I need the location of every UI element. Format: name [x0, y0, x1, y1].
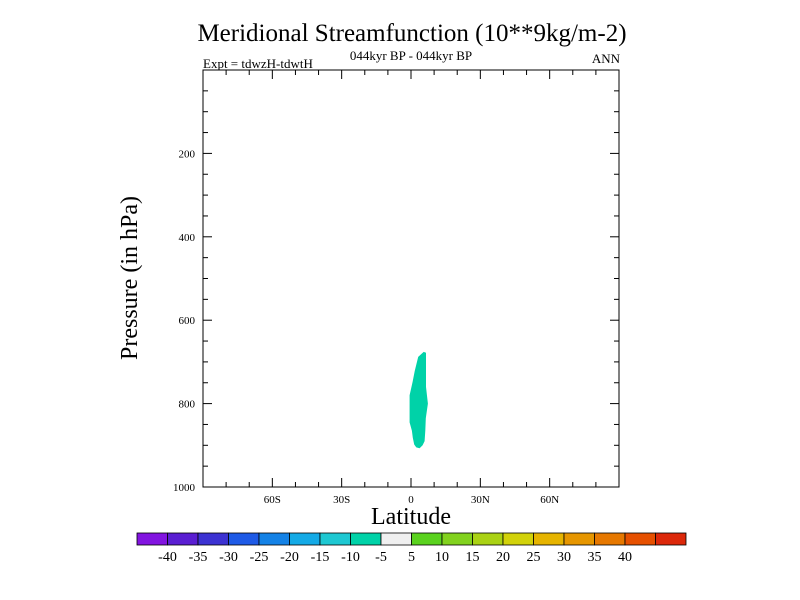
x-tick-label: 60S: [264, 494, 281, 506]
colorbar-label: 40: [618, 550, 632, 565]
experiment-label: Expt = tdwzH-tdwtH: [203, 56, 313, 71]
colorbar-swatch: [655, 532, 687, 546]
colorbar-swatch: [441, 532, 473, 546]
x-tick-label: 30N: [471, 494, 490, 506]
colorbar-label: 10: [435, 550, 449, 565]
y-axis-label: Pressure (in hPa): [117, 196, 143, 360]
colorbar-label: -15: [311, 550, 330, 565]
colorbar-swatch: [319, 532, 351, 546]
colorbar-label: 30: [557, 550, 571, 565]
colorbar-label: -20: [280, 550, 299, 565]
colorbar-swatch: [350, 532, 382, 546]
colorbar-swatch: [563, 532, 595, 546]
colorbar-label: 35: [588, 550, 602, 565]
y-tick-label: 800: [179, 399, 196, 411]
x-axis-label: Latitude: [371, 504, 451, 530]
colorbar-label: 15: [466, 550, 480, 565]
x-tick-label: 60N: [540, 494, 559, 506]
y-tick-label: 600: [179, 315, 196, 327]
y-tick-label: 400: [179, 232, 196, 244]
colorbar-swatch: [289, 532, 321, 546]
y-tick-label: 200: [179, 148, 196, 160]
colorbar-swatch: [502, 532, 534, 546]
colorbar-label: -5: [375, 550, 387, 565]
colorbar-label: 25: [527, 550, 541, 565]
colorbar-label: -25: [250, 550, 269, 565]
colorbar-label: -35: [189, 550, 208, 565]
colorbar-label: -10: [341, 550, 360, 565]
colorbar-label: -30: [219, 550, 238, 565]
chart-title: Meridional Streamfunction (10**9kg/m-2): [197, 20, 626, 47]
colorbar-swatch: [594, 532, 626, 546]
colorbar-label: 20: [496, 550, 510, 565]
colorbar-label: -40: [158, 550, 177, 565]
colorbar-swatch: [624, 532, 656, 546]
colorbar-swatch: [167, 532, 199, 546]
colorbar-swatch: [197, 532, 229, 546]
colorbar-label: 5: [408, 550, 415, 565]
chart-subtitle: 044kyr BP - 044kyr BP: [350, 48, 472, 63]
contour-region-0: [409, 351, 428, 449]
colorbar-swatch: [411, 532, 443, 546]
colorbar-swatch: [533, 532, 565, 546]
colorbar-swatch: [228, 532, 260, 546]
season-label: ANN: [592, 51, 621, 66]
colorbar-swatch: [380, 532, 412, 546]
colorbar-swatch: [258, 532, 290, 546]
plot-frame: [202, 69, 620, 488]
y-tick-label: 1000: [173, 482, 196, 494]
x-tick-label: 0: [408, 494, 414, 506]
colorbar-swatch: [136, 532, 168, 546]
colorbar-swatch: [472, 532, 504, 546]
x-tick-label: 30S: [333, 494, 350, 506]
